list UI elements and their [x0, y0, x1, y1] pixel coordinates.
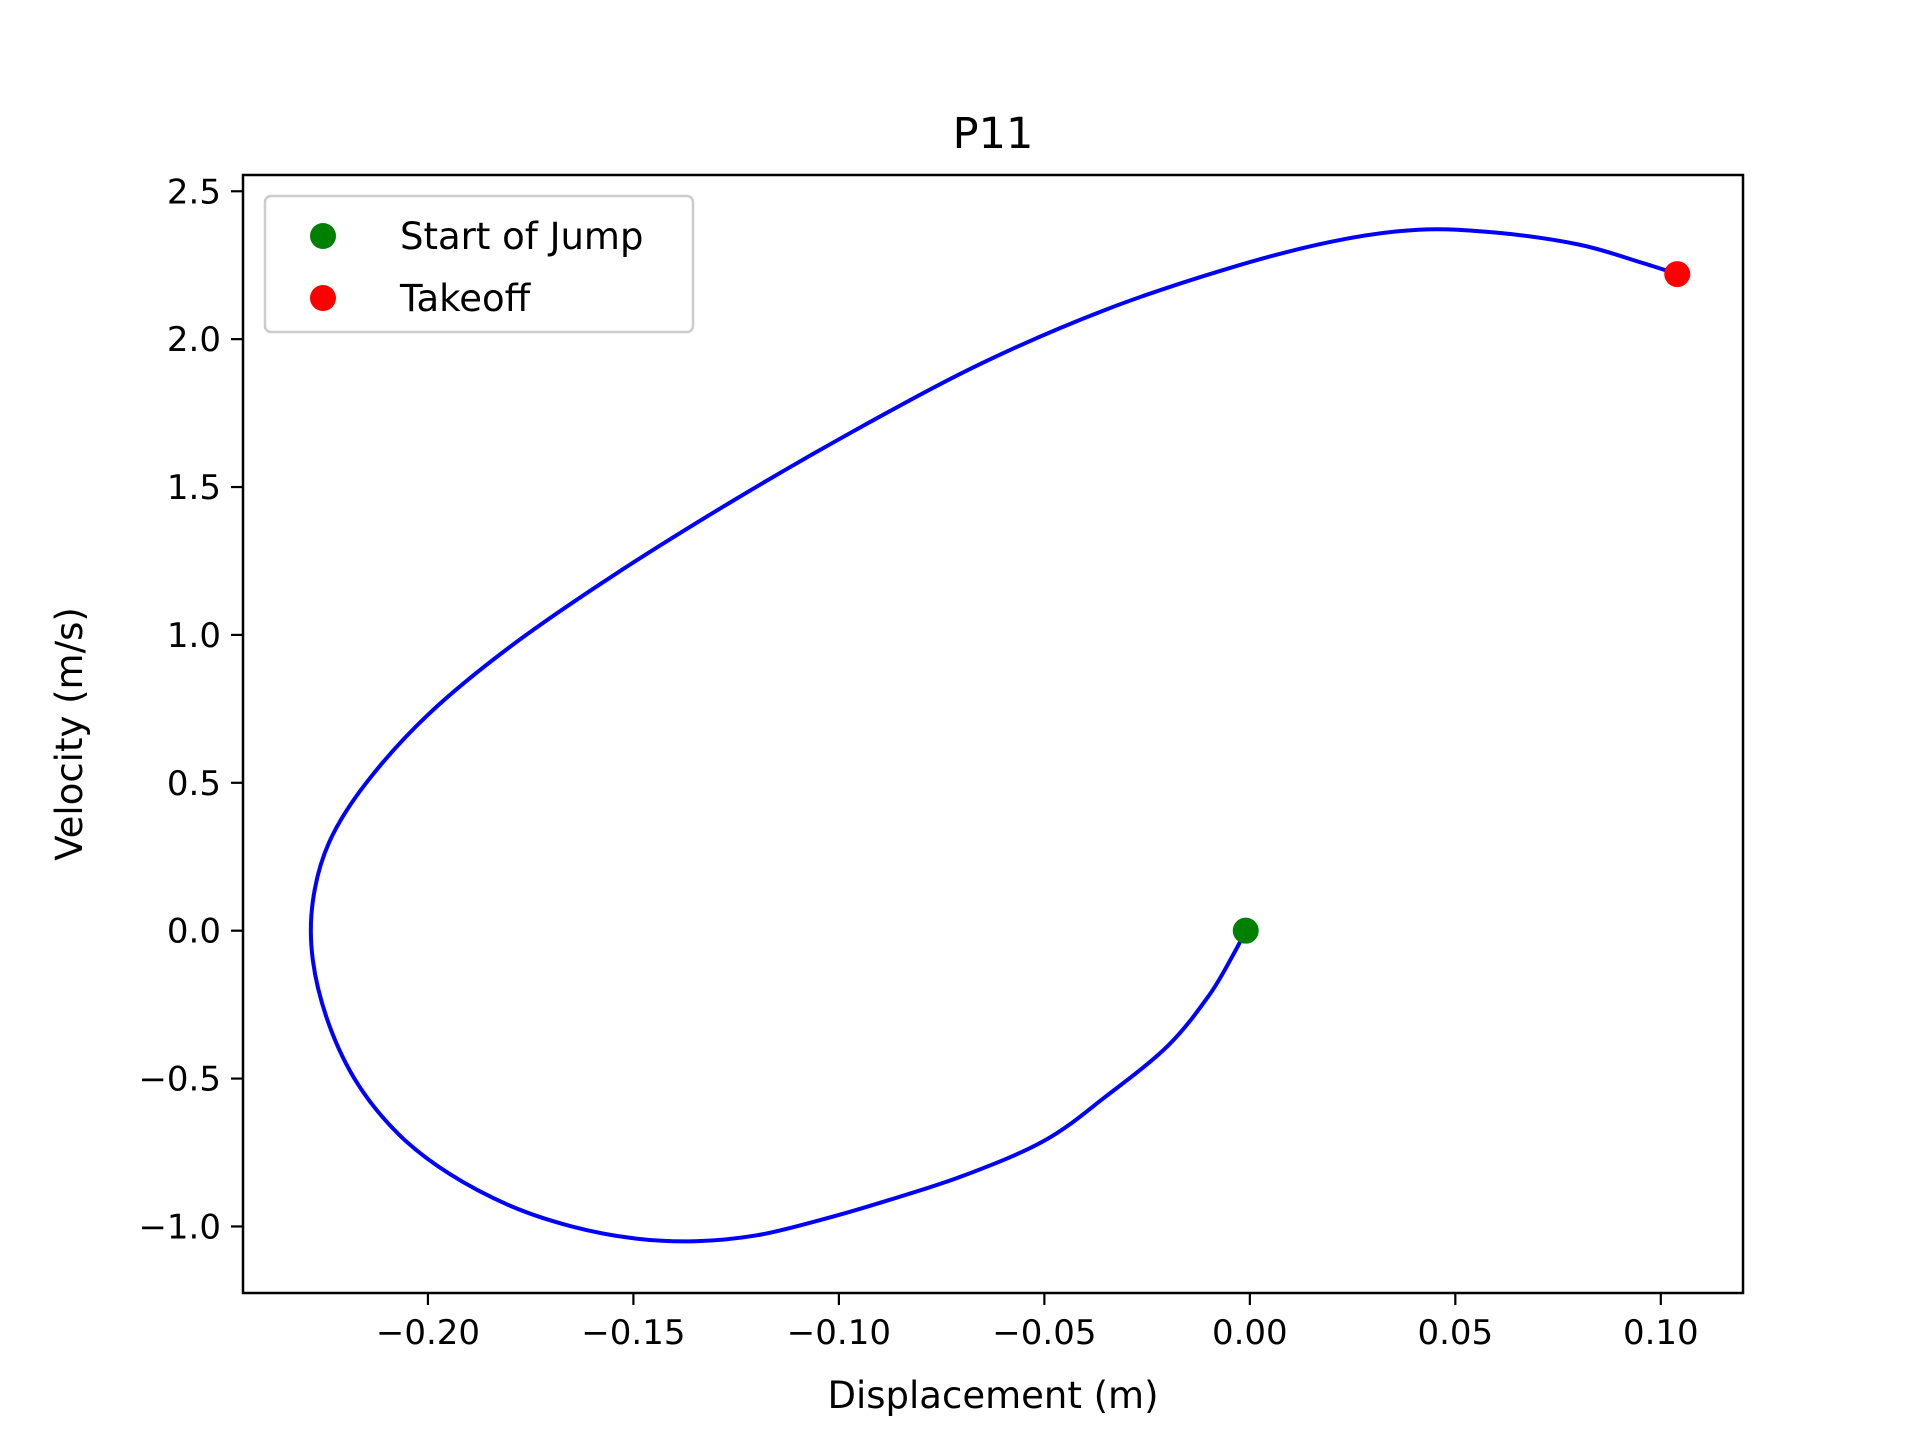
y-tick-label: 0.5: [167, 764, 221, 804]
y-tick-label: 1.0: [167, 616, 221, 656]
y-axis-ticks: −1.0 −0.5 0.0 0.5 1.0 1.5 2.0 2.5: [138, 172, 243, 1247]
x-tick-label: −0.20: [376, 1313, 480, 1353]
plot-frame: [241, 173, 1745, 1295]
point-start-of-jump: [1232, 917, 1259, 944]
trajectory-line: [308, 227, 1678, 1244]
x-tick-label: −0.10: [787, 1313, 891, 1353]
x-axis-ticks: −0.20 −0.15 −0.10 −0.05 0.00 0.05 0.10: [376, 1293, 1699, 1353]
x-axis-label: Displacement (m): [827, 1374, 1158, 1417]
y-tick-label: 2.0: [167, 320, 221, 360]
x-tick-label: 0.00: [1212, 1313, 1288, 1353]
x-tick-label: 0.05: [1417, 1313, 1493, 1353]
x-tick-label: −0.15: [581, 1313, 685, 1353]
legend-label: Takeoff: [399, 277, 532, 320]
y-tick-label: 2.5: [167, 172, 221, 212]
legend-marker: [310, 223, 336, 249]
legend-marker: [310, 285, 336, 311]
y-tick-label: 1.5: [167, 468, 221, 508]
y-tick-label: −0.5: [138, 1060, 221, 1100]
chart-title: P11: [953, 109, 1034, 159]
point-takeoff: [1664, 261, 1691, 288]
x-tick-label: −0.05: [992, 1313, 1096, 1353]
y-tick-label: 0.0: [167, 912, 221, 952]
legend-label: Start of Jump: [400, 215, 643, 258]
x-tick-label: 0.10: [1623, 1313, 1699, 1353]
series-layer: [308, 227, 1691, 1244]
legend: Start of Jump Takeoff: [263, 194, 695, 334]
y-tick-label: −1.0: [138, 1207, 221, 1247]
legend-box: [263, 194, 695, 334]
y-axis-label: Velocity (m/s): [48, 607, 91, 861]
